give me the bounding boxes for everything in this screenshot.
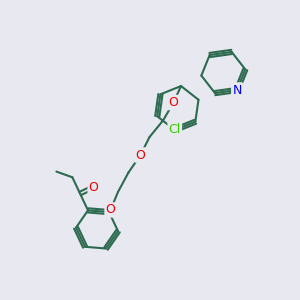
Text: Cl: Cl [169,124,181,136]
Text: O: O [136,148,146,161]
Text: O: O [169,96,178,109]
Text: O: O [89,181,98,194]
Text: O: O [106,203,116,216]
Text: N: N [232,83,242,97]
